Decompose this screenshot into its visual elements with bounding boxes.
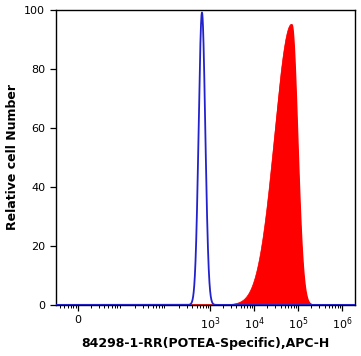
Y-axis label: Relative cell Number: Relative cell Number xyxy=(5,84,18,230)
X-axis label: 84298-1-RR(POTEA-Specific),APC-H: 84298-1-RR(POTEA-Specific),APC-H xyxy=(81,337,330,350)
